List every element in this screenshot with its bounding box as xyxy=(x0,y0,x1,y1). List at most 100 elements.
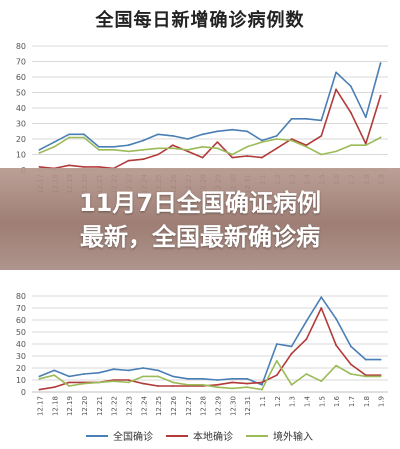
chart-bottom-xtick-label: 12.17 xyxy=(36,396,44,416)
chart-bottom-series-imported-point xyxy=(68,385,70,387)
chart-top-series-local-point xyxy=(350,111,352,114)
chart-top-series-local-point xyxy=(186,150,189,153)
chart-bottom-xtick-label: 12.18 xyxy=(51,396,59,416)
chart-bottom-ytick-label: 30 xyxy=(16,352,26,361)
chart-top-series-imported-point xyxy=(127,150,130,153)
chart-bottom-series-national-point xyxy=(350,345,352,348)
chart-bottom-series-imported-point xyxy=(305,373,308,375)
chart-bottom-series-local-point xyxy=(68,381,70,384)
chart-bottom-series-national-point xyxy=(127,369,130,372)
chart-bottom-xtick-label: 12.30 xyxy=(229,396,237,416)
chart-bottom-series-national-point xyxy=(364,358,367,361)
chart-bottom-series-national-line xyxy=(39,296,381,386)
chart-bottom-series-national-point xyxy=(142,367,145,369)
chart-bottom-series-imported-point xyxy=(142,375,145,378)
chart-top-series-local-point xyxy=(379,94,382,97)
chart-top-series-local-point xyxy=(231,156,234,159)
chart-top-series-imported-point xyxy=(216,147,219,150)
chart-top-series-imported-line xyxy=(39,136,381,156)
chart-bottom-series-local-point xyxy=(142,382,145,385)
chart-bottom-series-national-point xyxy=(83,373,85,375)
chart-top-series-national-point xyxy=(275,135,278,137)
chart-top-series-imported-point xyxy=(246,145,248,148)
chart-top-ytick-label: 70 xyxy=(16,58,26,67)
chart-bottom-series-national-point xyxy=(305,320,308,323)
chart-bottom-series-imported-point xyxy=(335,364,337,367)
chart-bottom-xtick-label: 12.22 xyxy=(111,396,119,416)
chart-top-series-local-point xyxy=(142,158,145,161)
chart-top-series-local-point xyxy=(97,166,100,168)
chart-bottom-series-imported-point xyxy=(83,382,85,385)
chart-bottom-series-imported-point xyxy=(157,375,159,378)
chart-bottom-series-national-point xyxy=(261,383,263,386)
chart-bottom-xtick-label: 1.4 xyxy=(303,395,311,407)
chart-top-series-local-point xyxy=(216,141,219,143)
chart-top-series-imported-point xyxy=(97,148,100,151)
chart-top-series-national-point xyxy=(97,145,100,148)
chart-top-series-national-point xyxy=(112,145,115,148)
legend-item-national: 全国确诊 xyxy=(86,428,153,443)
chart-bottom-ytick-label: 50 xyxy=(16,328,26,337)
chart-top-series-local-point xyxy=(246,155,248,157)
chart-top-series-national-point xyxy=(216,130,219,133)
chart-top-series-imported-point xyxy=(364,144,367,147)
chart-top-ytick-label: 40 xyxy=(16,104,26,113)
chart-top-series-national-point xyxy=(186,138,189,140)
chart-bottom-ytick-label: 70 xyxy=(16,304,26,313)
chart-top-series-local-point xyxy=(261,156,263,159)
chart-top-series-local-point xyxy=(275,147,278,150)
chart-bottom-series-local-point xyxy=(53,386,56,389)
chart-bottom-xtick-label: 12.20 xyxy=(81,396,89,416)
chart-bottom-series-imported-point xyxy=(53,374,56,377)
chart-bottom-xtick-label: 12.26 xyxy=(170,395,178,416)
chart-top-series-national-point xyxy=(246,130,248,133)
chart-top-series-local-point xyxy=(290,138,293,140)
chart-top-series-national-point xyxy=(127,144,130,147)
legend-label-national: 全国确诊 xyxy=(113,432,153,443)
chart-bottom-xtick-label: 12.31 xyxy=(244,396,252,416)
chart-bottom-ytick-label: 40 xyxy=(16,340,26,349)
headline-banner xyxy=(0,168,400,270)
chart-top-series-imported-point xyxy=(305,145,308,148)
chart-bottom-series-local-point xyxy=(350,363,352,366)
chart-top-series-national-point xyxy=(379,62,382,64)
chart-bottom-series-imported-point xyxy=(290,383,293,386)
chart-top-series-imported-point xyxy=(68,136,70,139)
chart-top-series-local-point xyxy=(201,156,204,159)
chart-top-series-imported-point xyxy=(320,153,323,156)
chart-bottom-series-imported-point xyxy=(364,375,367,378)
headline-line-1: 11月7日全国确证病例 xyxy=(78,189,322,217)
chart-top-series-national-line xyxy=(39,62,382,151)
legend-label-imported: 境外输入 xyxy=(273,432,313,443)
chart-bottom-xtick-label: 12.23 xyxy=(125,396,133,416)
chart-top-series-national-point xyxy=(290,117,293,120)
chart-bottom-series-local-point xyxy=(246,382,248,385)
chart-top-ytick-label: 30 xyxy=(16,120,26,129)
chart-bottom-series-imported-point xyxy=(216,386,219,389)
chart-top-series-imported-point xyxy=(350,144,352,147)
chart-top-series-local-point xyxy=(83,166,85,168)
chart-bottom-xtick-label: 1.5 xyxy=(318,396,326,407)
chart-top-series-national-point xyxy=(38,148,41,151)
chart-top-series-local-line xyxy=(39,88,382,170)
chart-bottom: 0 10 20 30 40 50 60 70 80 12.17 12.18 12.19 12.20 12.… xyxy=(16,292,388,416)
legend-item-imported: 境外输入 xyxy=(246,428,313,443)
chart-bottom-xtick-label: 1.7 xyxy=(348,396,356,407)
chart-bottom-series-local-point xyxy=(216,383,219,386)
chart-bottom-series-national-point xyxy=(216,379,219,381)
chart-bottom-series-local-point xyxy=(38,388,41,391)
chart-top-series-imported-point xyxy=(142,148,145,151)
chart-bottom-series-national-point xyxy=(201,377,204,380)
chart-bottom-xtick-label: 1.1 xyxy=(259,396,267,407)
chart-bottom-ytick-label: 0 xyxy=(21,388,26,397)
chart-bottom-series-imported-point xyxy=(261,388,263,391)
chart-bottom-series-national-point xyxy=(112,368,115,371)
chart-top-series-national-point xyxy=(157,133,159,136)
legend-swatch-imported xyxy=(246,434,268,437)
chart-bottom-xtick-label: 1.3 xyxy=(289,396,297,407)
chart-top-series-national-point xyxy=(364,116,367,119)
chart-bottom-series-imported-point xyxy=(127,381,130,384)
chart-bottom-series-imported-line xyxy=(39,360,381,391)
chart-bottom-series-imported-point xyxy=(246,386,248,389)
